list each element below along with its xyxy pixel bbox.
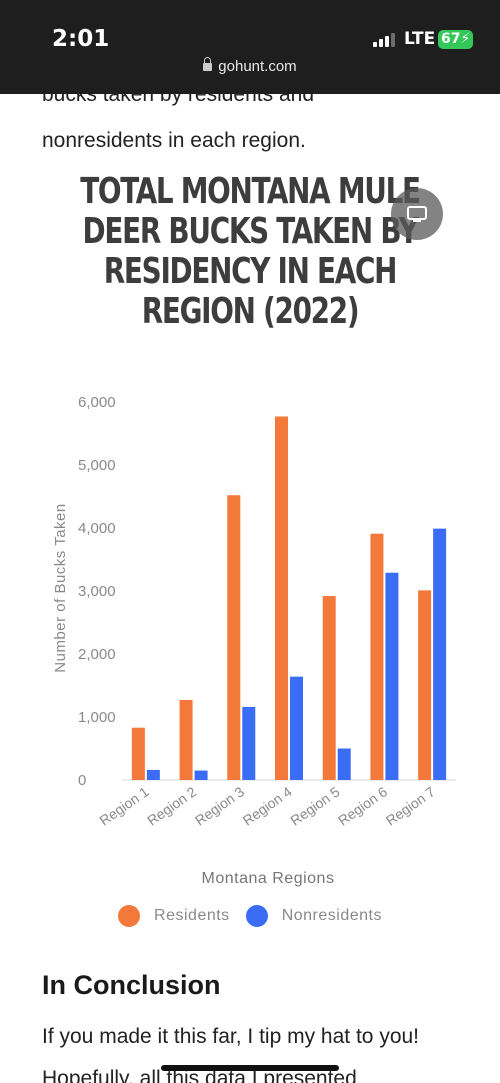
x-tick-label: Region 4 xyxy=(240,783,295,828)
lock-icon xyxy=(203,57,213,71)
x-tick-label: Region 1 xyxy=(96,783,151,828)
y-tick-label: 0 xyxy=(78,772,86,789)
y-tick-label: 6,000 xyxy=(78,394,116,411)
bar-nonresidents-4 xyxy=(290,676,303,780)
battery-level: 67 xyxy=(441,31,461,47)
x-tick-label: Region 7 xyxy=(383,783,438,828)
intro-line: nonresidents in each region. xyxy=(42,129,306,152)
y-tick-label: 4,000 xyxy=(78,520,116,537)
legend-item-nonresidents[interactable]: Nonresidents xyxy=(245,905,382,927)
conclusion-paragraph: If you made it this far, I tip my hat to… xyxy=(42,1025,420,1083)
legend-swatch-nonresidents xyxy=(245,905,268,927)
url-bar[interactable]: gohunt.com xyxy=(0,57,500,75)
chart-legend: Residents Nonresidents xyxy=(0,905,500,927)
x-tick-label: Region 5 xyxy=(287,783,342,828)
bar-nonresidents-3 xyxy=(242,706,256,780)
signal-icon xyxy=(373,33,395,47)
picture-in-picture-button[interactable] xyxy=(391,188,443,240)
bar-nonresidents-6 xyxy=(385,572,399,780)
y-tick-label: 2,000 xyxy=(78,646,116,663)
x-tick-label: Region 2 xyxy=(144,783,199,828)
y-tick-label: 1,000 xyxy=(78,709,116,726)
y-axis-title: Number of Bucks Taken xyxy=(52,503,69,672)
home-indicator[interactable] xyxy=(161,1065,339,1071)
status-time: 2:01 xyxy=(52,26,110,52)
status-bar: 2:01 LTE 67⚡ gohunt.com xyxy=(0,0,500,94)
legend-label-residents: Residents xyxy=(154,907,230,924)
bar-nonresidents-7 xyxy=(433,528,447,780)
legend-label-nonresidents: Nonresidents xyxy=(281,907,382,924)
url-text: gohunt.com xyxy=(218,58,297,75)
bar-residents-4 xyxy=(275,416,288,780)
bar-nonresidents-1 xyxy=(146,769,160,780)
y-tick-label: 5,000 xyxy=(78,457,116,474)
bar-residents-7 xyxy=(418,590,432,780)
legend-swatch-residents xyxy=(118,905,141,927)
x-tick-label: Region 3 xyxy=(192,783,247,828)
picture-in-picture-icon xyxy=(407,206,427,222)
x-tick-label: Region 6 xyxy=(335,783,390,828)
bar-nonresidents-5 xyxy=(337,748,351,780)
y-tick-label: 3,000 xyxy=(78,583,116,600)
bar-residents-6 xyxy=(370,533,384,780)
x-axis-title: Montana Regions xyxy=(202,870,335,887)
bar-nonresidents-2 xyxy=(194,770,208,780)
bar-residents-3 xyxy=(227,495,241,780)
chart-title: TOTAL MONTANA MULE DEER BUCKS TAKEN BY R… xyxy=(80,171,421,332)
battery-badge: 67⚡ xyxy=(438,30,474,49)
network-type: LTE xyxy=(404,29,436,49)
charging-icon: ⚡ xyxy=(460,31,471,47)
bar-residents-1 xyxy=(131,727,145,780)
legend-item-residents[interactable]: Residents xyxy=(118,905,230,927)
bar-residents-5 xyxy=(322,596,336,780)
bar-residents-2 xyxy=(179,699,193,780)
section-heading: In Conclusion xyxy=(42,970,221,1000)
